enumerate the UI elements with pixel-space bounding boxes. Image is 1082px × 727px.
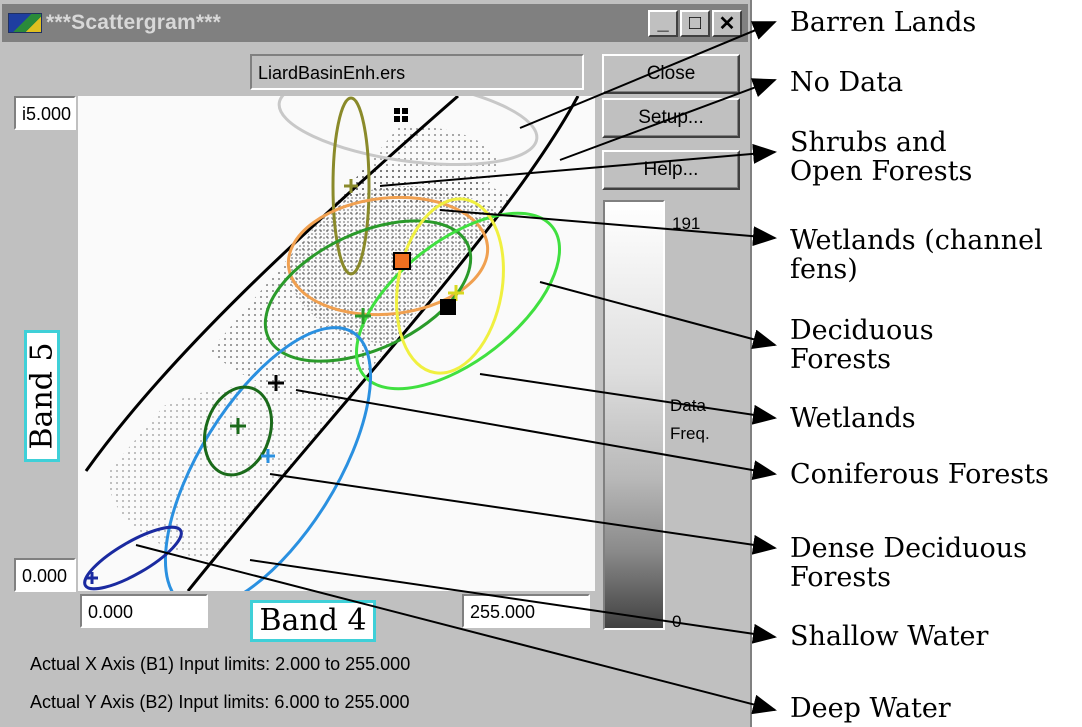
maximize-icon: □	[688, 12, 702, 34]
y-axis-label-box: Band 5	[24, 330, 60, 462]
maximize-button[interactable]: □	[680, 10, 710, 37]
minimize-button[interactable]: _	[648, 10, 678, 37]
annotation-shallow-water: Shallow Water	[790, 621, 989, 652]
window-title: ***Scattergram***	[46, 11, 221, 34]
y-min-input[interactable]: 0.000	[14, 558, 76, 592]
freq-min-label: 0	[672, 612, 682, 631]
no-data-boundary-upper	[84, 94, 459, 472]
annotation-no-data: No Data	[790, 67, 904, 98]
annotation-dense-deciduous: Dense Deciduous Forests	[790, 533, 1027, 593]
annotation-deciduous: Deciduous Forests	[790, 315, 934, 375]
freq-label-freq: Freq.	[670, 424, 710, 443]
annotation-coniferous: Coniferous Forests	[790, 459, 1049, 490]
deep-water-ellipse	[83, 525, 183, 591]
fens-cluster-marker	[393, 252, 411, 270]
coniferous-ellipse	[203, 385, 273, 477]
wetlands-fens-ellipse	[286, 195, 490, 317]
x-axis-label: Band 4	[250, 600, 376, 642]
x-min-input[interactable]: 0.000	[80, 594, 208, 628]
scattergram-window: ***Scattergram*** _ □ ✕ LiardBasinEnh.er…	[0, 0, 752, 727]
close-icon: ✕	[718, 13, 736, 35]
annotation-shrubs: Shrubs and Open Forests	[790, 127, 973, 187]
y-limits-text: Actual Y Axis (B2) Input limits: 6.000 t…	[30, 692, 410, 712]
minimize-icon: _	[657, 12, 669, 34]
annotation-wetlands-fens: Wetlands (channel fens)	[790, 225, 1043, 285]
centroid-markers	[86, 179, 464, 584]
app-icon	[8, 13, 42, 33]
scatter-plot-svg	[83, 75, 580, 610]
deciduous-ellipse	[263, 219, 473, 363]
annotation-barren-lands: Barren Lands	[790, 7, 977, 38]
close-button[interactable]: Close	[602, 54, 740, 94]
dataset-name-field: LiardBasinEnh.ers	[250, 54, 584, 90]
no-data-boundary-lower	[186, 95, 580, 592]
shrubs-ellipse	[331, 96, 371, 276]
annotation-deep-water: Deep Water	[790, 693, 951, 724]
y-max-input[interactable]: i5.000	[14, 96, 76, 130]
title-bar[interactable]: ***Scattergram*** _ □ ✕	[2, 4, 748, 42]
wetlands-cluster-marker	[440, 299, 456, 315]
frequency-scale-bar	[603, 200, 665, 630]
annotation-wetlands: Wetlands	[790, 403, 916, 434]
freq-max-label: 191	[672, 214, 701, 233]
wetlands-ellipse	[395, 197, 505, 375]
deciduous-light-ellipse	[354, 211, 562, 391]
x-limits-text: Actual X Axis (B1) Input limits: 2.000 t…	[30, 654, 411, 674]
close-window-button[interactable]: ✕	[712, 10, 742, 37]
